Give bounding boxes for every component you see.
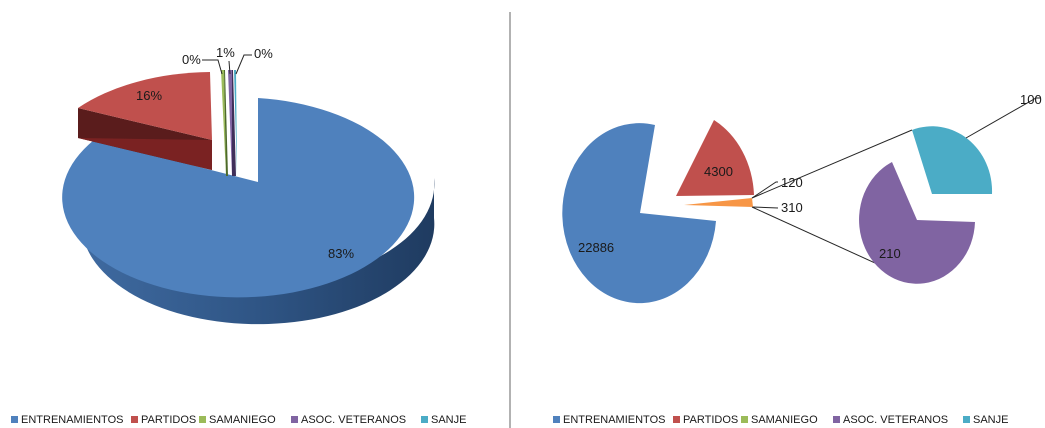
leader-line-samaniego-right [751,181,778,199]
slice-entrenamientos [62,98,415,298]
legend-label-partidos-right: PARTIDOS [683,414,738,426]
legend-swatch-samaniego [199,416,206,423]
label-samaniego-right: 120 [781,175,803,190]
legend-swatch-sanje [421,416,428,423]
pie-of-pie-chart: 22886 4300 120 310 210 100 ENTRENAMIENTO… [553,92,1042,426]
leader-line-sanje-right [965,97,1040,139]
slice-asoc-veteranos-side [232,70,236,176]
legend-swatch-entrenamientos [11,416,18,423]
slice-sanje [234,70,237,176]
leader-line-sanje [235,54,252,75]
slice-samaniego-side [224,70,228,176]
label-sanje-right: 100 [1020,92,1042,107]
label-asoc-veteranos: 1% [216,45,235,60]
slice-entrenamientos-main [562,123,716,304]
legend-swatch-sanje-right [963,416,970,423]
slice-samaniego [221,70,226,176]
label-asoc-veteranos-right: 210 [879,246,901,261]
pie-3d-chart: 83% 16% 0% 1% 0% ENTRENAMIENTOS PARTIDOS… [11,45,466,426]
leader-line-samaniego [202,59,223,75]
label-entrenamientos-right: 22886 [578,240,614,255]
legend-swatch-partidos-right [673,416,680,423]
legend-label-asoc-veteranos: ASOC. VETERANOS [301,414,406,426]
legend-left: ENTRENAMIENTOS PARTIDOS SAMANIEGO ASOC. … [11,414,466,426]
label-samaniego: 0% [182,52,201,67]
label-other-right: 310 [781,200,803,215]
label-sanje: 0% [254,46,273,61]
slice-sanje-secondary [912,126,993,194]
slice-partidos [78,72,212,140]
label-partidos: 16% [136,88,162,103]
slice-asoc-veteranos-secondary [859,162,975,284]
legend-swatch-samaniego-right [741,416,748,423]
slice-other-main [684,198,753,207]
slice-asoc-veteranos [228,70,232,176]
legend-label-sanje-right: SANJE [973,414,1008,426]
connector-line-top [751,129,913,199]
legend-swatch-asoc-veteranos [291,416,298,423]
legend-label-entrenamientos: ENTRENAMIENTOS [21,414,123,426]
leader-line-asoc-veteranos [228,60,231,75]
leader-line-other-right [752,206,779,209]
label-entrenamientos: 83% [328,246,354,261]
legend-label-entrenamientos-right: ENTRENAMIENTOS [563,414,665,426]
legend-label-samaniego: SAMANIEGO [209,414,276,426]
legend-swatch-entrenamientos-right [553,416,560,423]
legend-swatch-partidos [131,416,138,423]
label-partidos-right: 4300 [704,164,733,179]
slice-partidos-cut-face [78,138,212,170]
legend-label-sanje: SANJE [431,414,466,426]
legend-swatch-asoc-veteranos-right [833,416,840,423]
legend-label-partidos: PARTIDOS [141,414,196,426]
legend-label-samaniego-right: SAMANIEGO [751,414,818,426]
legend-right: ENTRENAMIENTOS PARTIDOS SAMANIEGO ASOC. … [553,414,1008,426]
slice-partidos-main [676,120,754,196]
legend-label-asoc-veteranos-right: ASOC. VETERANOS [843,414,948,426]
